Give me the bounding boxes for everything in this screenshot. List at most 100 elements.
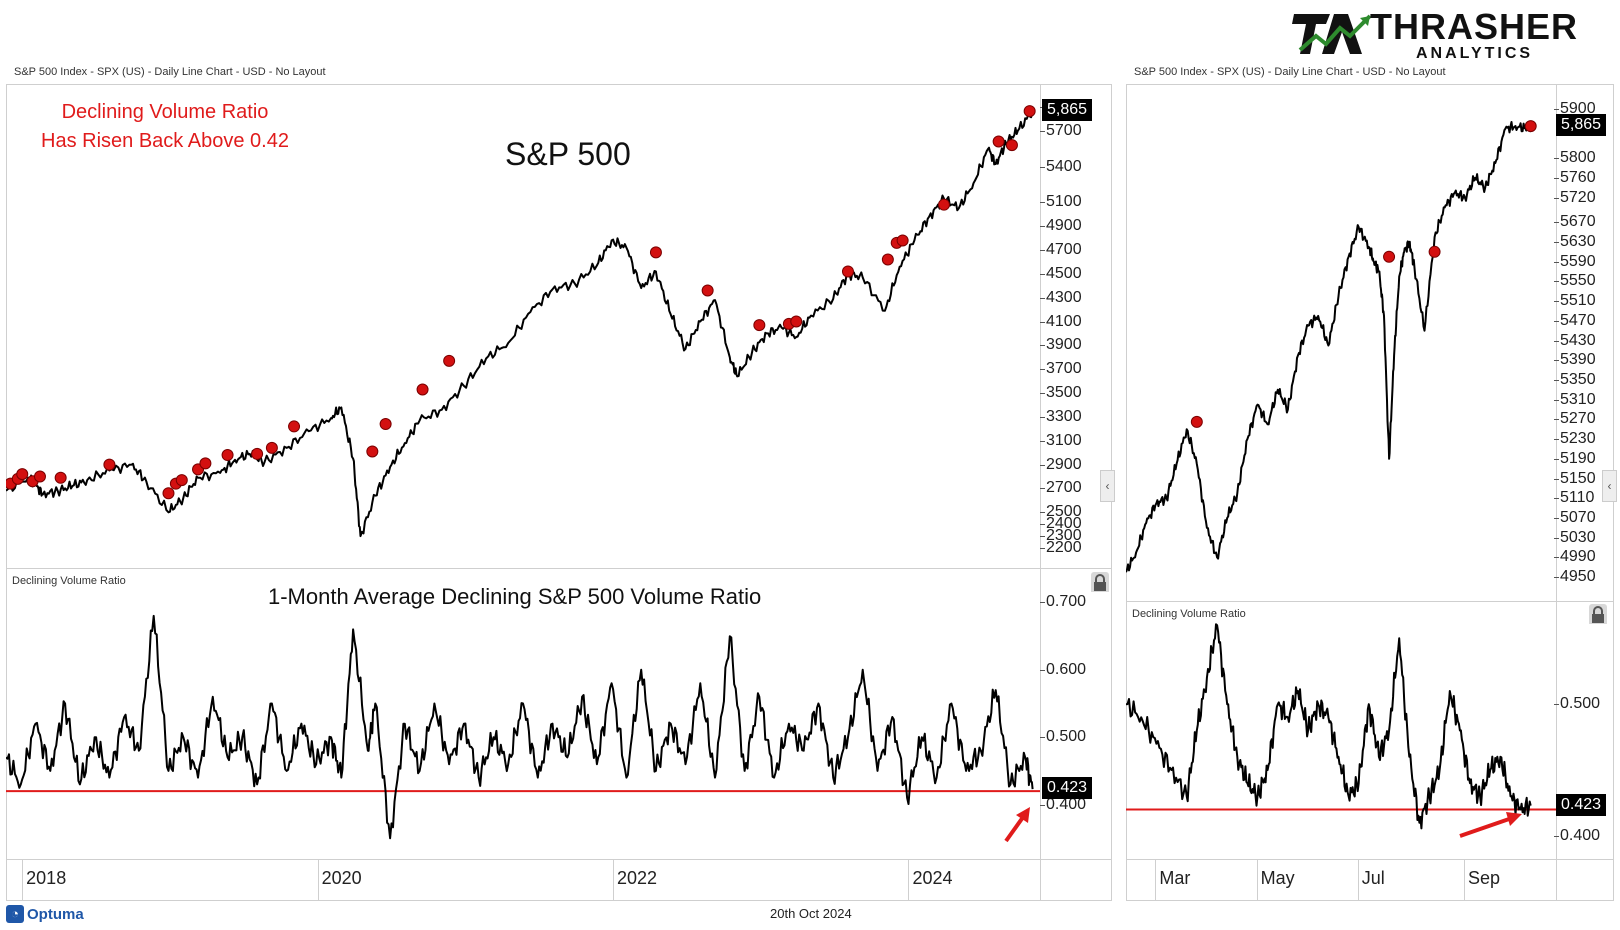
y-tick-label: 0.500: [1046, 728, 1087, 746]
y-tick-label: 5550: [1560, 272, 1596, 290]
signal-marker: [1428, 245, 1441, 258]
brand-logo: THRASHER ANALYTICS TA: [1290, 6, 1590, 62]
series-line: [1126, 623, 1532, 830]
y-tick-mark: [1040, 512, 1045, 514]
logo-letters: TA: [1290, 6, 1291, 7]
y-tick-label: 5630: [1560, 232, 1596, 250]
y-tick-mark: [1554, 835, 1559, 837]
signal-marker: [265, 441, 278, 454]
collapse-handle[interactable]: ‹: [1100, 470, 1115, 502]
y-tick-mark: [1040, 416, 1045, 418]
y-tick-mark: [1554, 537, 1559, 539]
logo-mark-icon: [1292, 14, 1372, 54]
y-tick-mark: [1040, 321, 1045, 323]
y-tick-label: 4900: [1046, 217, 1082, 235]
right-chart-panel: [1126, 84, 1614, 901]
y-tick-label: 3100: [1046, 431, 1082, 449]
y-tick-label: 5800: [1560, 149, 1596, 167]
x-tick-mark: [1256, 859, 1258, 901]
y-tick-label: 0.600: [1046, 660, 1087, 678]
last-value-tag: 5,865: [1042, 99, 1093, 122]
signal-marker: [366, 445, 379, 458]
left-chart-header: S&P 500 Index - SPX (US) - Daily Line Ch…: [14, 66, 326, 78]
signal-marker: [1005, 139, 1018, 152]
y-tick-label: 3300: [1046, 407, 1082, 425]
series-line: [1126, 120, 1532, 573]
y-tick-label: 5400: [1046, 157, 1082, 175]
signal-marker: [251, 447, 264, 460]
signal-marker: [16, 468, 29, 481]
y-tick-mark: [1040, 273, 1045, 275]
y-tick-mark: [1040, 464, 1045, 466]
sub-panel-title: 1-Month Average Declining S&P 500 Volume…: [268, 584, 762, 609]
y-tick-label: 5390: [1560, 351, 1596, 369]
signal-marker: [790, 315, 803, 328]
y-tick-label: 0.400: [1046, 795, 1087, 813]
y-tick-label: 4700: [1046, 240, 1082, 258]
y-tick-mark: [1554, 379, 1559, 381]
signal-marker: [162, 487, 175, 500]
y-tick-mark: [1040, 297, 1045, 299]
y-tick-label: 2500: [1046, 503, 1082, 521]
signal-marker: [54, 471, 67, 484]
last-value-tag: 0.423: [1556, 793, 1607, 816]
y-tick-label: 0.700: [1046, 593, 1087, 611]
y-tick-mark: [1554, 557, 1559, 559]
y-tick-label: 3900: [1046, 336, 1082, 354]
y-tick-mark: [1554, 222, 1559, 224]
signal-marker: [103, 458, 116, 471]
y-tick-mark: [1554, 458, 1559, 460]
y-tick-mark: [1040, 345, 1045, 347]
y-tick-mark: [1040, 548, 1045, 550]
signal-marker: [199, 457, 212, 470]
y-tick-mark: [1554, 478, 1559, 480]
y-tick-label: 4100: [1046, 312, 1082, 330]
annotation-line-2: Has Risen Back Above 0.42: [41, 130, 289, 152]
y-tick-mark: [1554, 419, 1559, 421]
last-value-tag: 0.423: [1042, 777, 1093, 800]
sub-panel-label: Declining Volume Ratio: [12, 575, 126, 587]
x-tick-label: May: [1260, 868, 1295, 888]
y-tick-mark: [1040, 369, 1045, 371]
x-tick-label: Mar: [1159, 868, 1191, 888]
y-tick-mark: [1554, 158, 1559, 160]
y-tick-label: 3500: [1046, 384, 1082, 402]
arrow-icon: [1004, 807, 1030, 843]
right-chart-header: S&P 500 Index - SPX (US) - Daily Line Ch…: [1134, 66, 1446, 78]
collapse-handle-right[interactable]: ‹: [1602, 470, 1617, 502]
signal-marker: [443, 354, 456, 367]
signal-marker: [937, 198, 950, 211]
y-tick-mark: [1040, 737, 1045, 739]
y-tick-mark: [1554, 498, 1559, 500]
y-tick-label: 5760: [1560, 168, 1596, 186]
y-tick-mark: [1554, 108, 1559, 110]
y-tick-label: 5900: [1560, 99, 1596, 117]
y-tick-mark: [1554, 241, 1559, 243]
signal-marker: [701, 284, 714, 297]
y-tick-mark: [1040, 524, 1045, 526]
right-sub-panel-label: Declining Volume Ratio: [1132, 608, 1246, 620]
lock-icon[interactable]: [1587, 604, 1607, 624]
y-tick-mark: [1554, 517, 1559, 519]
y-tick-mark: [1040, 804, 1045, 806]
y-tick-label: 2400: [1046, 515, 1082, 533]
last-value-tag: 5,865: [1556, 114, 1607, 137]
y-tick-mark: [1554, 301, 1559, 303]
signal-marker: [753, 319, 766, 332]
y-tick-label: 5670: [1560, 213, 1596, 231]
footer-brand: ◔ Optuma: [6, 904, 84, 924]
x-tick-label: Jul: [1361, 868, 1385, 888]
y-tick-mark: [1040, 393, 1045, 395]
y-tick-label: 5110: [1560, 489, 1595, 507]
y-tick-mark: [1040, 249, 1045, 251]
signal-marker: [992, 135, 1005, 148]
y-tick-mark: [1040, 536, 1045, 538]
y-tick-label: 5030: [1560, 528, 1596, 546]
main-chart-title: S&P 500: [505, 136, 631, 172]
series-line: [6, 614, 1034, 840]
footer-date: 20th Oct 2024: [770, 906, 852, 921]
volume-ratio-zoom-chart: [1126, 623, 1556, 830]
y-tick-mark: [1554, 261, 1559, 263]
lock-icon[interactable]: [1089, 572, 1109, 592]
y-tick-label: 4300: [1046, 288, 1082, 306]
